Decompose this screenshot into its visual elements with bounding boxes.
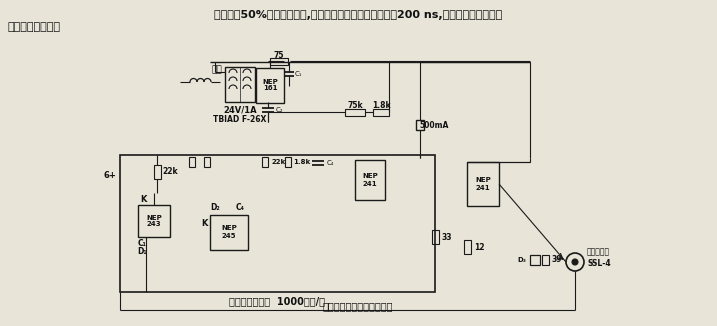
Bar — [256, 68, 284, 103]
Text: 24V/1A: 24V/1A — [223, 106, 257, 114]
Text: D₁: D₁ — [137, 247, 147, 257]
Text: NEP
243: NEP 243 — [146, 215, 162, 228]
Text: 75: 75 — [274, 51, 284, 60]
Bar — [530, 255, 540, 265]
Text: D₂: D₂ — [210, 202, 220, 212]
Text: D₃: D₃ — [518, 257, 526, 263]
Bar — [432, 230, 439, 244]
Text: 代替发光二极管。: 代替发光二极管。 — [8, 22, 61, 32]
Text: 开关: 开关 — [212, 66, 222, 75]
Text: K: K — [201, 218, 207, 228]
Text: C₄: C₄ — [235, 202, 244, 212]
Text: NEP
161: NEP 161 — [262, 79, 278, 92]
Bar — [225, 67, 255, 102]
Text: 12: 12 — [474, 243, 484, 251]
Bar — [285, 157, 291, 167]
Text: NEP
245: NEP 245 — [221, 226, 237, 239]
Text: 1.8k: 1.8k — [371, 100, 390, 110]
Bar — [464, 240, 471, 254]
Text: 500mA: 500mA — [419, 121, 449, 129]
Text: 6+: 6+ — [103, 170, 116, 180]
Bar — [270, 58, 288, 65]
Bar — [204, 157, 210, 167]
Text: C₂: C₂ — [275, 107, 282, 113]
Text: 22k: 22k — [272, 159, 286, 165]
Bar — [262, 157, 268, 167]
Text: C₄: C₄ — [326, 160, 333, 166]
Bar — [467, 162, 499, 206]
Text: 75k: 75k — [347, 100, 363, 110]
Bar — [210, 215, 248, 250]
Bar — [154, 165, 161, 179]
Text: 脉冲输出到: 脉冲输出到 — [587, 247, 610, 257]
Text: C₁: C₁ — [138, 239, 146, 247]
Text: TBIAD F-26X: TBIAD F-26X — [214, 114, 267, 124]
Text: 不与小功率发光二极管配用: 不与小功率发光二极管配用 — [323, 301, 393, 311]
Text: K: K — [140, 195, 146, 203]
Text: C₁: C₁ — [294, 71, 302, 77]
Text: NEP
241: NEP 241 — [475, 177, 491, 190]
Text: NEP
241: NEP 241 — [362, 173, 378, 186]
Bar — [542, 255, 549, 265]
Text: SSL-4: SSL-4 — [587, 259, 611, 269]
Bar — [373, 109, 389, 116]
Bar — [189, 157, 195, 167]
Bar — [120, 155, 435, 292]
Bar — [345, 109, 365, 116]
Text: 39: 39 — [552, 256, 562, 264]
Text: 亚稳多谐振荡器  1000脉冲/秒: 亚稳多谐振荡器 1000脉冲/秒 — [229, 296, 325, 306]
Text: 22k: 22k — [162, 168, 178, 176]
Text: 1.8k: 1.8k — [293, 159, 310, 165]
Bar — [138, 205, 170, 237]
Circle shape — [572, 259, 578, 265]
Bar — [416, 120, 424, 130]
Bar — [355, 160, 385, 200]
Text: 本电路按50%占空系数工作,输出方波脉冲的上升时间小于200 ns,测试时可用小型灯泡: 本电路按50%占空系数工作,输出方波脉冲的上升时间小于200 ns,测试时可用小… — [214, 10, 502, 20]
Text: 33: 33 — [442, 232, 452, 242]
